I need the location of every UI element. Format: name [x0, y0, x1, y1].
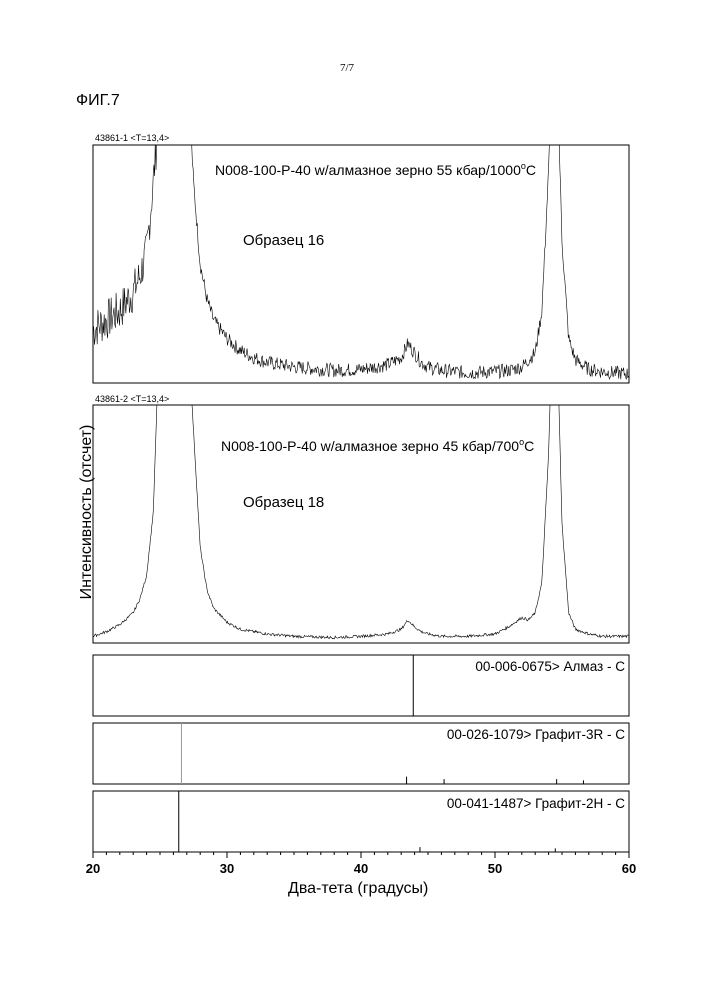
panel2-scan-label: 43861-2 <T=13,4>	[95, 394, 169, 404]
ref-diamond-label: 00-006-0675> Алмаз - C	[475, 659, 625, 674]
panel2-sample-label: Образец 18	[243, 494, 324, 511]
panel-1-series-line	[93, 47, 629, 380]
x-tick-label: 60	[622, 861, 636, 876]
ref-graphite-3r-label: 00-026-1079> Графит-3R - C	[447, 727, 625, 742]
panel-1-frame	[93, 145, 629, 383]
x-tick-label: 20	[86, 861, 100, 876]
panel-2-series-line	[93, 312, 629, 639]
panel2-annotation: N008-100-P-40 w/алмазное зерно 45 кбар/7…	[221, 437, 534, 454]
x-tick-label: 30	[220, 861, 234, 876]
panel1-sample-label: Образец 16	[243, 232, 324, 249]
x-tick-label: 40	[354, 861, 368, 876]
ref-graphite-2h-label: 00-041-1487> Графит-2H - C	[447, 796, 625, 811]
panel1-scan-label: 43861-1 <T=13,4>	[95, 133, 169, 143]
x-tick-label: 50	[488, 861, 502, 876]
x-axis-label: Два-тета (градусы)	[288, 880, 428, 898]
panel1-annotation: N008-100-P-40 w/алмазное зерно 55 кбар/1…	[215, 161, 536, 178]
y-axis-label: Интенсивность (отсчет)	[78, 425, 96, 600]
